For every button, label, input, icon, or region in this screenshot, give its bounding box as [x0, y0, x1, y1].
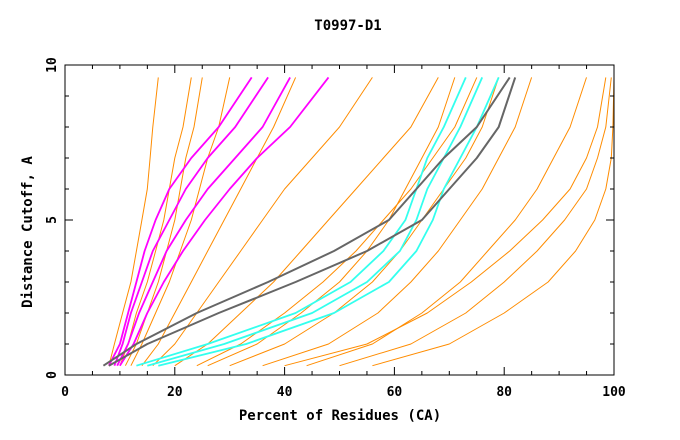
x-tick-label: 20	[167, 385, 183, 400]
series-line-magenta-17	[116, 76, 291, 367]
y-tick-label: 5	[45, 216, 60, 224]
plot-area	[102, 76, 615, 367]
series-line-orange-0	[108, 77, 159, 366]
x-tick-label: 60	[387, 385, 403, 400]
series-line-magenta-15	[108, 76, 253, 367]
series-line-orange-14	[207, 77, 456, 367]
x-tick-label: 80	[496, 385, 512, 400]
series-line-orange-2	[130, 77, 231, 366]
x-tick-label: 40	[277, 385, 293, 400]
y-axis-label: Distance Cutoff, A	[20, 156, 36, 308]
series-line-cyan-20	[147, 77, 484, 367]
chart-title: T0997-D1	[314, 18, 381, 34]
series-line-orange-5	[174, 77, 439, 367]
series-line-orange-8	[262, 77, 533, 367]
y-tick-label: 10	[45, 57, 60, 73]
series-line-orange-10	[339, 77, 612, 367]
series-line-orange-7	[229, 77, 500, 367]
series-line-orange-1	[119, 77, 192, 366]
axis-ticks: 0 20 40 60 80 100 0 5 10	[45, 57, 626, 400]
y-tick-label: 0	[45, 371, 60, 379]
series-line-cyan-21	[158, 77, 500, 367]
series-line-gray-23	[108, 77, 517, 367]
x-axis-label: Percent of Residues (CA)	[239, 408, 441, 424]
x-tick-label: 100	[602, 385, 626, 400]
series-line-orange-3	[141, 77, 297, 367]
x-tick-label: 0	[61, 385, 69, 400]
series-line-gray-22	[102, 76, 511, 367]
series-line-orange-4	[152, 77, 373, 367]
plot-frame	[64, 64, 615, 376]
series-line-magenta-18	[119, 76, 330, 367]
series-line-orange-6	[196, 77, 478, 367]
series-line-orange-11	[372, 77, 615, 367]
series-line-magenta-16	[113, 76, 269, 367]
series-line-orange-13	[124, 77, 203, 366]
series-line-orange-12	[284, 77, 607, 367]
